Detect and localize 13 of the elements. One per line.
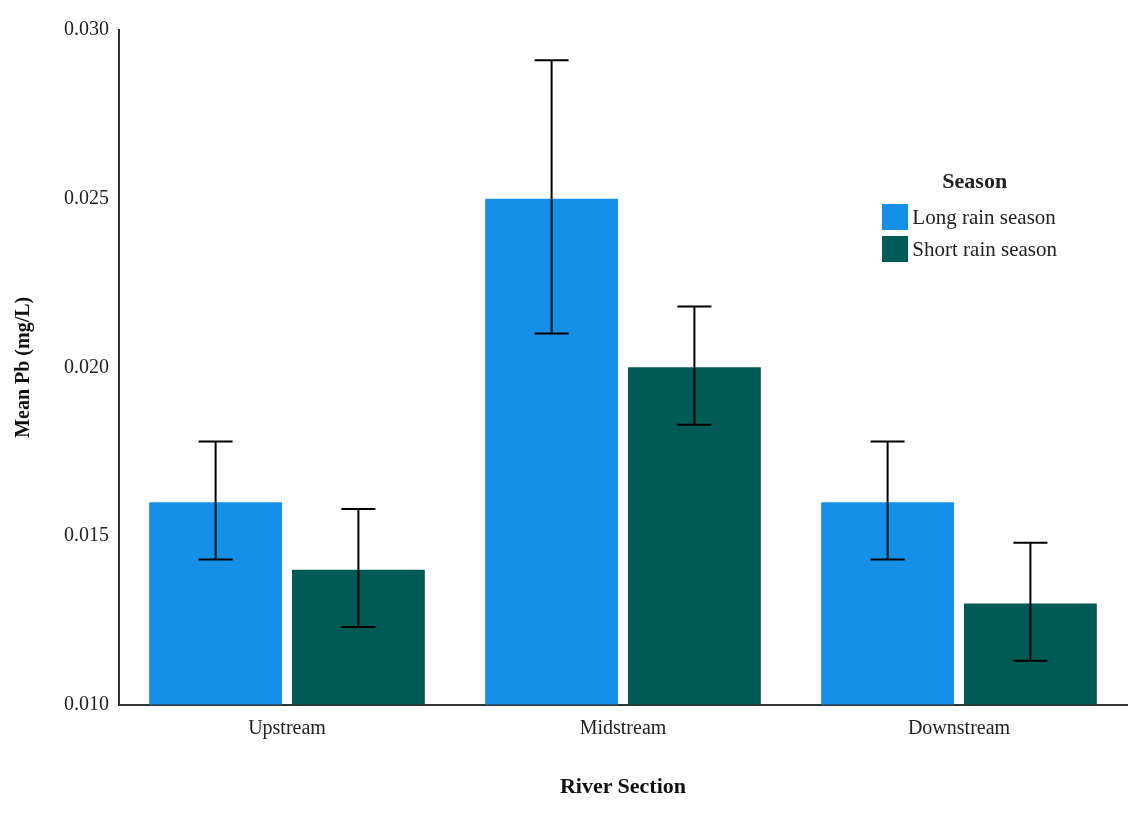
x-axis-title: River Section (559, 773, 687, 799)
y-tick-label: 0.010 (64, 691, 109, 714)
x-tick-label: Upstream (248, 715, 327, 739)
x-tick-label: Downstream (907, 715, 1011, 738)
y-tick-label: 0.030 (64, 17, 109, 40)
y-tick-label: 0.015 (64, 523, 109, 546)
x-tick-label: Midstream (579, 715, 667, 738)
y-axis-title: Mean Pb (mg/L) (11, 296, 35, 438)
y-tick-label: 0.025 (64, 185, 109, 208)
legend-label: Long rain season (912, 204, 1056, 230)
y-tick-label: 0.020 (64, 354, 109, 377)
legend-title: Season (942, 168, 1009, 194)
legend-label: Short rain season (912, 236, 1057, 262)
